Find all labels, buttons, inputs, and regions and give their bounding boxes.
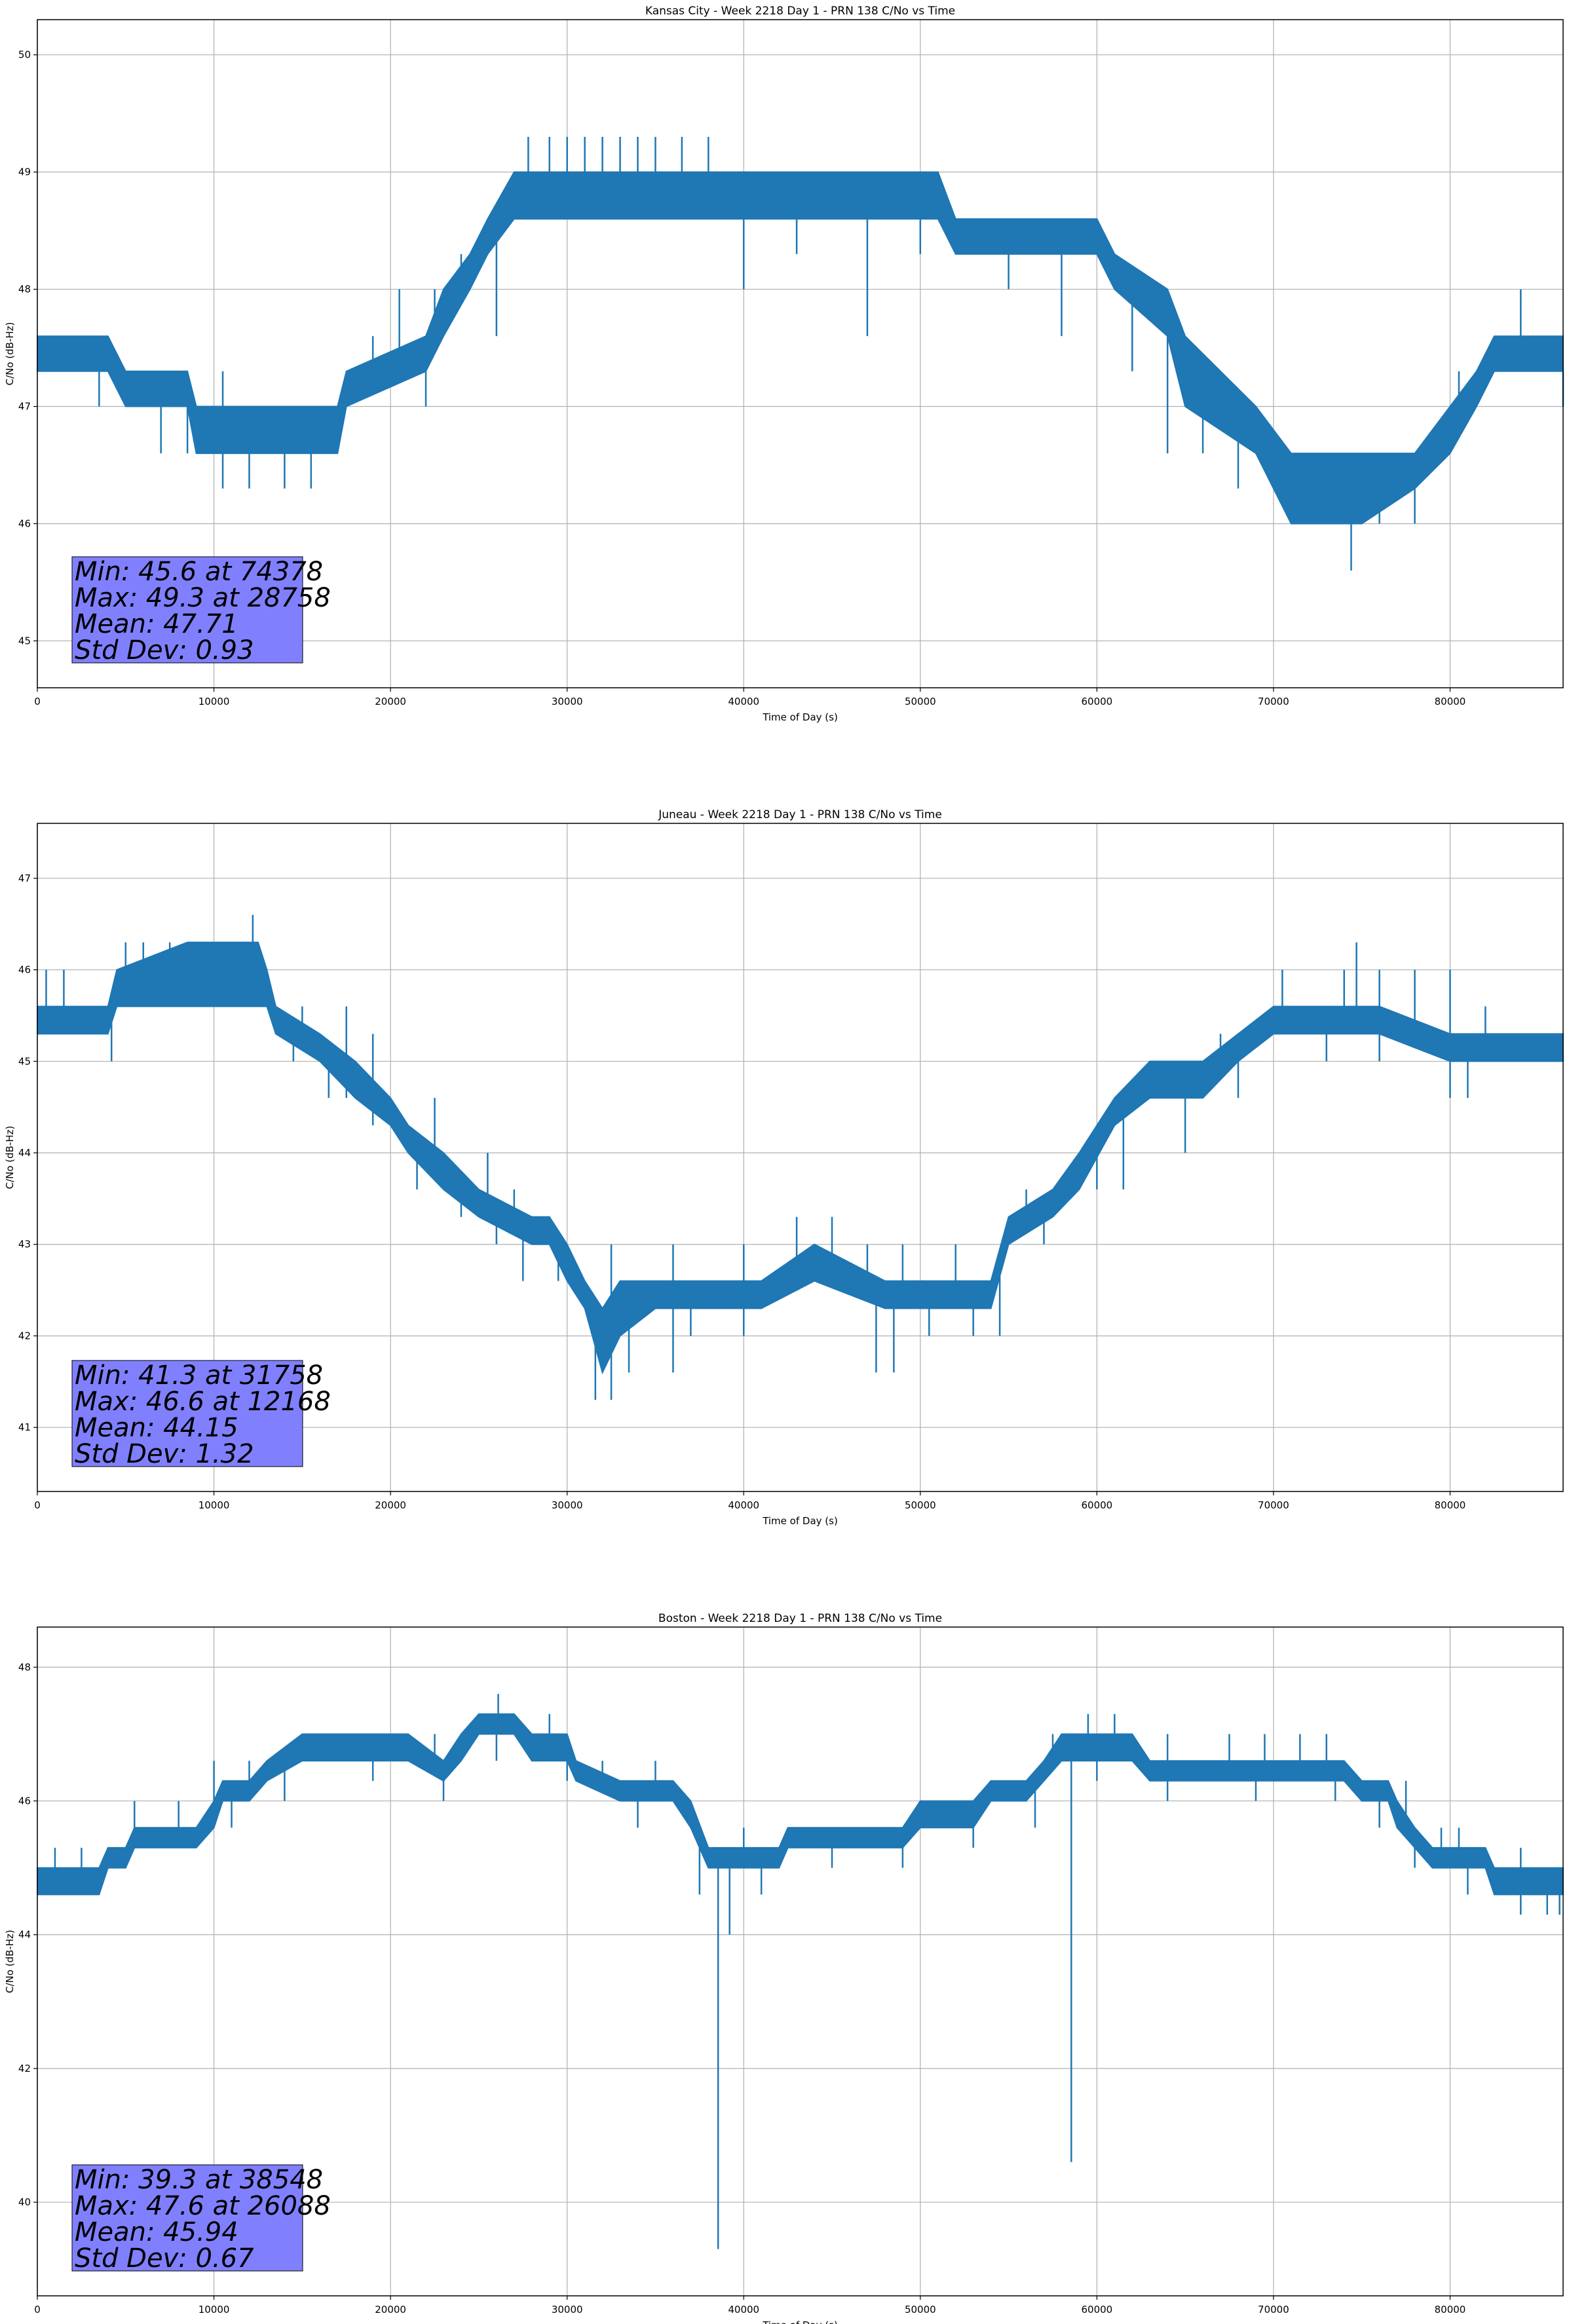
x-tick-label: 40000 — [728, 696, 759, 707]
x-tick-label: 60000 — [1082, 2304, 1113, 2315]
stats-line: Max: 49.3 at 28758 — [75, 583, 331, 613]
x-tick-label: 70000 — [1258, 1499, 1289, 1511]
y-tick-label: 46 — [18, 517, 31, 529]
x-tick-label: 60000 — [1082, 1499, 1113, 1511]
series-band — [37, 171, 1564, 525]
x-tick-label: 20000 — [375, 696, 406, 707]
stats-box — [71, 1360, 303, 1467]
stats-line: Mean: 47.71 — [75, 609, 238, 639]
x-tick-label: 0 — [34, 2304, 41, 2315]
x-tick-label: 40000 — [728, 1499, 759, 1511]
y-tick-label: 46 — [18, 964, 31, 976]
x-tick-label: 30000 — [552, 1499, 583, 1511]
x-axis-label: Time of Day (s) — [762, 1515, 838, 1527]
x-tick-label: 10000 — [198, 2304, 230, 2315]
x-tick-label: 0 — [34, 696, 41, 707]
y-tick-label: 50 — [18, 49, 31, 61]
y-tick-label: 42 — [18, 2063, 31, 2074]
y-tick-label: 44 — [18, 1929, 31, 1941]
x-axis-label: Time of Day (s) — [762, 2319, 838, 2324]
y-axis-label: C/No (dB-Hz) — [4, 322, 16, 386]
axes-frame — [37, 1626, 1564, 2296]
x-tick-label: 0 — [34, 1499, 41, 1511]
x-tick-label: 30000 — [552, 2304, 583, 2315]
stats-box — [71, 556, 303, 664]
y-tick-label: 43 — [18, 1239, 31, 1250]
x-tick-label: 50000 — [905, 1499, 936, 1511]
x-tick-label: 80000 — [1435, 696, 1466, 707]
axes-frame — [37, 823, 1564, 1492]
series-band — [37, 941, 1564, 1375]
stats-line: Min: 41.3 at 31758 — [75, 1360, 323, 1391]
stats-line: Max: 46.6 at 12168 — [75, 1387, 331, 1417]
y-tick-label: 45 — [18, 1055, 31, 1067]
stats-line: Std Dev: 1.32 — [75, 1439, 254, 1469]
chart-title: Juneau - Week 2218 Day 1 - PRN 138 C/No … — [658, 808, 942, 821]
y-tick-label: 49 — [18, 166, 31, 178]
y-axis-label: C/No (dB-Hz) — [4, 1930, 16, 1993]
y-tick-label: 40 — [18, 2196, 31, 2208]
x-tick-label: 80000 — [1435, 2304, 1466, 2315]
x-tick-label: 10000 — [198, 1499, 230, 1511]
chart-panel-3: Boston - Week 2218 Day 1 - PRN 138 C/No … — [4, 1612, 1564, 2324]
y-tick-label: 45 — [18, 635, 31, 647]
x-tick-label: 60000 — [1082, 696, 1113, 707]
axes-frame — [37, 19, 1564, 688]
stats-line: Min: 39.3 at 38548 — [75, 2165, 323, 2195]
y-tick-label: 42 — [18, 1330, 31, 1341]
series-band — [37, 1713, 1564, 1896]
chart-panel-2: Juneau - Week 2218 Day 1 - PRN 138 C/No … — [4, 808, 1564, 1527]
stats-line: Std Dev: 0.93 — [75, 635, 254, 665]
y-tick-label: 48 — [18, 284, 31, 295]
y-tick-label: 48 — [18, 1661, 31, 1673]
y-tick-label: 41 — [18, 1421, 31, 1433]
y-tick-label: 47 — [18, 401, 31, 413]
stats-line: Mean: 44.15 — [75, 1413, 238, 1443]
x-tick-label: 50000 — [905, 2304, 936, 2315]
x-tick-label: 50000 — [905, 696, 936, 707]
x-tick-label: 80000 — [1435, 1499, 1466, 1511]
x-tick-label: 70000 — [1258, 696, 1289, 707]
x-tick-label: 10000 — [198, 696, 230, 707]
y-tick-label: 47 — [18, 872, 31, 884]
stats-line: Min: 45.6 at 74378 — [75, 557, 323, 587]
stats-line: Max: 47.6 at 26088 — [75, 2191, 331, 2221]
x-tick-label: 20000 — [375, 2304, 406, 2315]
stats-line: Std Dev: 0.67 — [75, 2243, 254, 2274]
chart-title: Boston - Week 2218 Day 1 - PRN 138 C/No … — [658, 1612, 942, 1625]
x-tick-label: 40000 — [728, 2304, 759, 2315]
stats-line: Mean: 45.94 — [75, 2217, 238, 2247]
chart-title: Kansas City - Week 2218 Day 1 - PRN 138 … — [645, 5, 955, 18]
x-axis-label: Time of Day (s) — [762, 711, 838, 723]
chart-panel-1: Kansas City - Week 2218 Day 1 - PRN 138 … — [4, 5, 1564, 723]
y-tick-label: 46 — [18, 1795, 31, 1807]
y-tick-label: 44 — [18, 1147, 31, 1159]
x-tick-label: 20000 — [375, 1499, 406, 1511]
stats-box — [71, 2164, 303, 2272]
y-axis-label: C/No (dB-Hz) — [4, 1126, 16, 1190]
x-tick-label: 30000 — [552, 696, 583, 707]
x-tick-label: 70000 — [1258, 2304, 1289, 2315]
